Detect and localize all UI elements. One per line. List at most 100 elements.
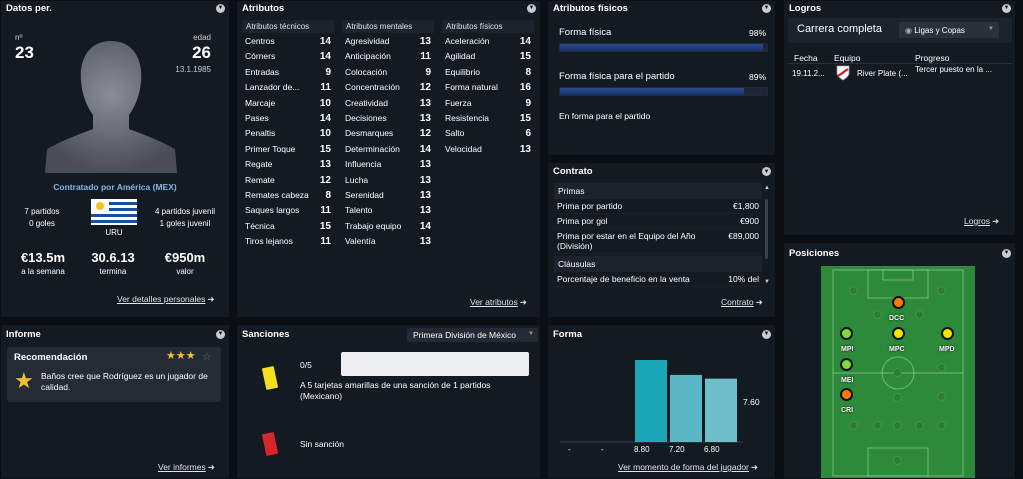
form-bar[interactable] — [670, 374, 702, 442]
wage: €13.5m — [20, 250, 66, 265]
mental-header: Atributos mentales — [342, 20, 434, 33]
position-dot-dcc[interactable] — [892, 296, 905, 309]
number-label: nº — [15, 33, 23, 42]
attribute-value: 13 — [419, 174, 431, 186]
chevron-down-icon[interactable]: ▼ — [762, 3, 771, 13]
attribute-name: Desmarques — [345, 128, 394, 139]
position-dot-cri[interactable] — [840, 388, 853, 401]
chevron-down-icon[interactable]: ▼ — [1002, 248, 1011, 258]
attribute-value: 9 — [425, 66, 431, 78]
yellow-card-count: 0/5 — [300, 360, 312, 370]
attribute-row: Desmarques 12 — [342, 125, 434, 140]
career-col-date[interactable]: Fecha — [794, 53, 818, 63]
position-dot-mei[interactable] — [840, 358, 853, 371]
career-link[interactable]: Logros ➜ — [964, 216, 999, 227]
chevron-down-icon: ▼ — [528, 331, 534, 337]
chevron-down-icon[interactable]: ▼ — [762, 167, 771, 176]
scrollbar-thumb[interactable] — [765, 199, 768, 259]
match-fitness-bar — [559, 87, 768, 96]
attribute-value: 14 — [519, 36, 531, 47]
attribute-row: Salto 6 — [442, 125, 534, 140]
contract-scrollbar[interactable]: ▲ ▼ — [764, 185, 770, 285]
star-empty-icon: ☆ — [202, 351, 212, 363]
attribute-row: Creatividad 13 — [342, 95, 434, 110]
position-dot-mpc[interactable] — [892, 327, 905, 340]
personal-header: Datos per. ▼ — [1, 1, 229, 15]
chevron-down-icon[interactable]: ▼ — [527, 3, 536, 13]
attribute-value: 13 — [419, 205, 431, 217]
attribute-name: Resistencia — [445, 112, 489, 123]
career-tab[interactable]: Carrera completa — [797, 23, 882, 35]
position-label-cri: CRI — [841, 407, 854, 414]
contract-row: Porcentaje de beneficio en la venta 10% d… — [554, 272, 762, 287]
attribute-row: Fuerza 9 — [442, 95, 534, 110]
contract-link[interactable]: Contrato ➜ — [721, 297, 763, 308]
position-dot-mpi[interactable] — [840, 327, 853, 340]
scroll-up-icon[interactable]: ▲ — [764, 185, 770, 191]
attribute-row: Decisiones 13 — [342, 110, 434, 125]
clauses-section-header: Cláusulas — [554, 256, 762, 272]
career-col-team[interactable]: Equipo — [834, 53, 861, 63]
contract-row: Prima por partido €1,800 — [554, 199, 762, 214]
contract-list[interactable]: Primas Prima por partido €1,800 Prima por… — [554, 183, 762, 287]
position-slot — [937, 363, 946, 372]
fitness-value: 98% — [748, 28, 766, 38]
attribute-name: Entradas — [245, 66, 280, 77]
attributes-link[interactable]: Ver atributos ➜ — [470, 297, 527, 308]
attribute-name: Córners — [245, 51, 276, 62]
attribute-name: Remates cabeza — [245, 189, 309, 200]
report-panel: Informe ▼ Recomendación ★★★ ☆ ★ Baños cr… — [0, 324, 230, 479]
match-fitness-value: 89% — [748, 72, 766, 82]
attribute-row: Trabajo equipo 14 — [342, 218, 434, 233]
position-dot-mpd[interactable] — [941, 327, 954, 340]
form-chart — [560, 360, 743, 443]
position-slot — [915, 310, 924, 319]
attribute-name: Anticipación — [345, 51, 391, 62]
career-filter-dropdown[interactable]: ◉ Ligas y Copas ▼ — [899, 22, 999, 38]
player-silhouette-icon — [45, 41, 177, 173]
technical-column: Atributos técnicos Centros 14 Córners 14 Ent… — [242, 20, 334, 248]
attribute-name: Velocidad — [445, 143, 482, 154]
mental-rows: Agresividad 13 Anticipación 11 Colocación 9 Co… — [342, 33, 434, 248]
chevron-down-icon[interactable]: ▼ — [216, 329, 225, 339]
recommendation-card[interactable]: Recomendación ★★★ ☆ ★ Baños cree que Rod… — [7, 347, 221, 402]
league-dropdown-label: Primera División de México — [413, 330, 516, 340]
attribute-name: Remate — [245, 174, 275, 185]
attribute-name: Valentía — [345, 236, 376, 247]
river-plate-crest-icon — [836, 65, 850, 81]
attribute-row: Agresividad 13 — [342, 33, 434, 48]
form-panel: Forma ▼ 7.60 - - 8.80 7.20 6.80 Ver mome… — [547, 324, 776, 479]
chevron-down-icon[interactable]: ▼ — [762, 329, 771, 339]
form-bar[interactable] — [635, 360, 667, 442]
player-value: €950m — [164, 250, 206, 265]
form-bar[interactable] — [705, 378, 737, 442]
attribute-name: Creatividad — [345, 97, 388, 108]
contract-row-value: €900 — [740, 216, 759, 226]
contract-club[interactable]: Contratado por América (MEX) — [53, 182, 177, 192]
expiry-label: termina — [99, 267, 127, 276]
chevron-down-icon[interactable]: ▼ — [216, 3, 225, 13]
attribute-row: Centros 14 — [242, 33, 334, 48]
personal-details-link[interactable]: Ver detalles personales ➜ — [117, 294, 215, 305]
recommendation-text: Baños cree que Rodríguez es un jugador d… — [41, 371, 208, 392]
attribute-name: Técnica — [245, 220, 275, 231]
attributes-title: Atributos — [242, 2, 285, 14]
attribute-row: Regate 13 — [242, 156, 334, 171]
career-row-team[interactable]: River Plate (... — [857, 69, 908, 78]
contract-title: Contrato — [553, 166, 593, 177]
scroll-down-icon[interactable]: ▼ — [764, 279, 770, 285]
form-link[interactable]: Ver momento de forma del jugador ➜ — [618, 462, 758, 473]
attribute-row: Influencia 13 — [342, 156, 434, 171]
position-slot — [849, 286, 858, 295]
reports-link[interactable]: Ver informes ➜ — [158, 462, 215, 473]
personal-panel: Datos per. ▼ nº 23 edad 26 13.1.1985 Con… — [0, 0, 230, 318]
form-link-text: Ver momento de forma del jugador — [618, 462, 749, 472]
attribute-value: 13 — [419, 189, 431, 201]
attribute-name: Influencia — [345, 159, 382, 170]
squad-number: 23 — [15, 43, 34, 62]
career-col-progress[interactable]: Progreso — [915, 53, 950, 63]
pitch: DCC MPI MPC MPD MEI CRI — [821, 266, 975, 478]
attribute-row: Entradas 9 — [242, 64, 334, 79]
league-dropdown[interactable]: Primera División de México ▼ — [407, 328, 538, 342]
chevron-down-icon[interactable]: ▼ — [1002, 3, 1011, 13]
